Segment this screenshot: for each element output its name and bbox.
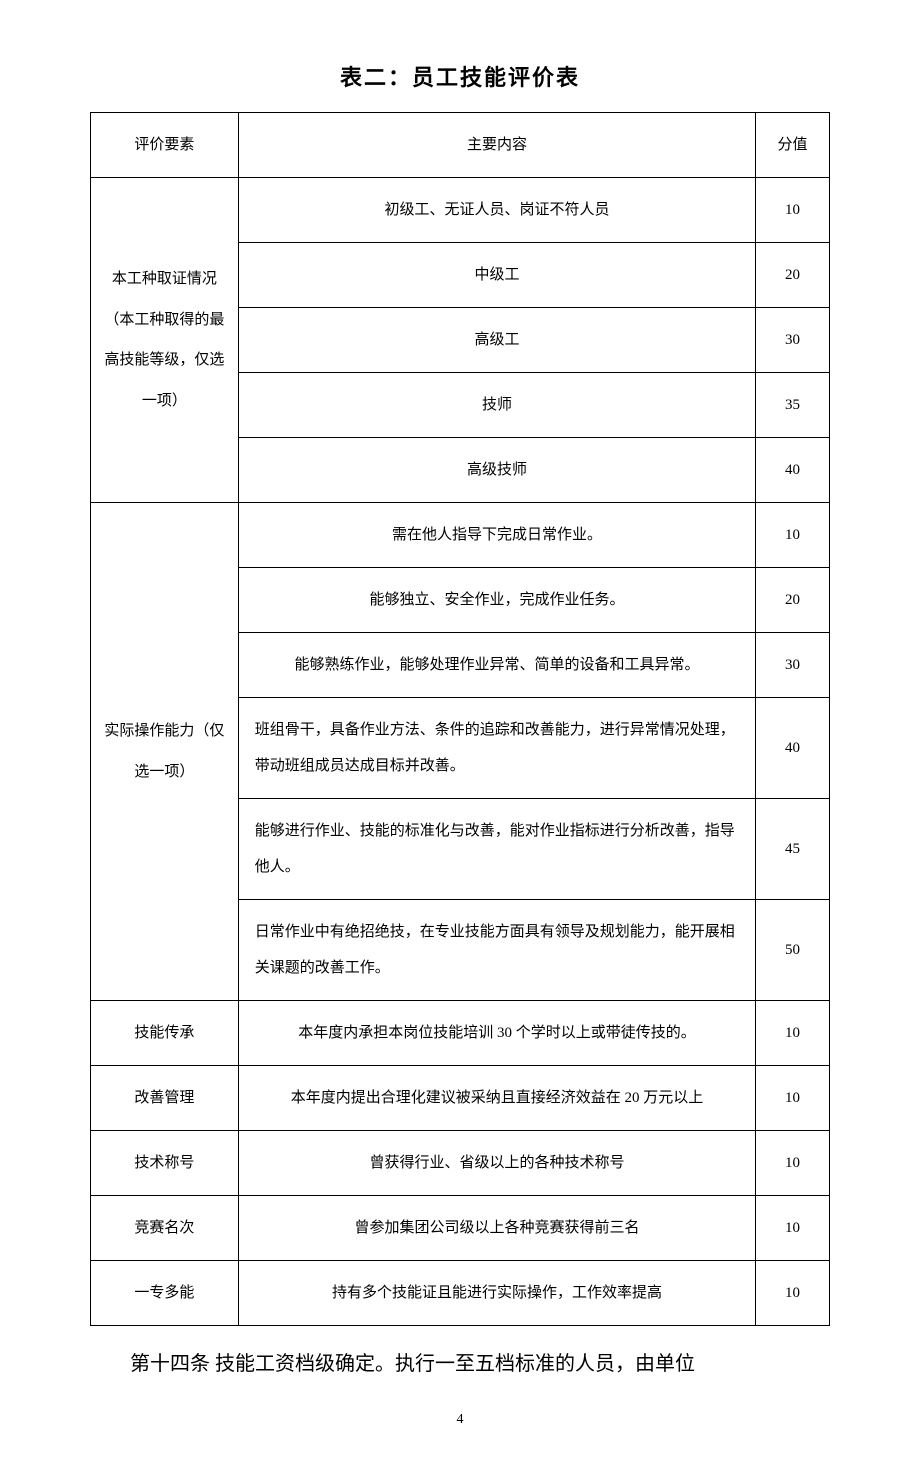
cell-content: 能够独立、安全作业，完成作业任务。 [238,568,755,633]
cell-content: 需在他人指导下完成日常作业。 [238,503,755,568]
cell-score: 30 [756,308,830,373]
cell-score: 40 [756,698,830,799]
row-label: 一专多能 [91,1261,239,1326]
cell-score: 10 [756,1196,830,1261]
cell-content: 曾获得行业、省级以上的各种技术称号 [238,1131,755,1196]
evaluation-table: 评价要素 主要内容 分值 本工种取证情况（本工种取得的最高技能等级，仅选一项） … [90,112,830,1326]
cell-score: 20 [756,243,830,308]
cell-content: 技师 [238,373,755,438]
cell-score: 30 [756,633,830,698]
cell-content: 本年度内承担本岗位技能培训 30 个学时以上或带徒传技的。 [238,1001,755,1066]
ability-label: 实际操作能力（仅选一项） [91,503,239,1001]
cell-score: 35 [756,373,830,438]
cell-score: 10 [756,178,830,243]
cell-score: 10 [756,503,830,568]
header-score: 分值 [756,113,830,178]
header-content: 主要内容 [238,113,755,178]
cell-content: 持有多个技能证且能进行实际操作，工作效率提高 [238,1261,755,1326]
cell-content: 初级工、无证人员、岗证不符人员 [238,178,755,243]
cell-score: 45 [756,799,830,900]
header-element: 评价要素 [91,113,239,178]
table-row: 本工种取证情况（本工种取得的最高技能等级，仅选一项） 初级工、无证人员、岗证不符… [91,178,830,243]
table-title: 表二：员工技能评价表 [90,60,830,92]
table-row: 改善管理 本年度内提出合理化建议被采纳且直接经济效益在 20 万元以上 10 [91,1066,830,1131]
page-number: 4 [90,1412,830,1428]
cell-score: 10 [756,1131,830,1196]
row-label: 竞赛名次 [91,1196,239,1261]
table-row: 技能传承 本年度内承担本岗位技能培训 30 个学时以上或带徒传技的。 10 [91,1001,830,1066]
cell-content: 高级工 [238,308,755,373]
table-header-row: 评价要素 主要内容 分值 [91,113,830,178]
cell-score: 50 [756,900,830,1001]
cell-content: 班组骨干，具备作业方法、条件的追踪和改善能力，进行异常情况处理，带动班组成员达成… [238,698,755,799]
table-row: 技术称号 曾获得行业、省级以上的各种技术称号 10 [91,1131,830,1196]
cell-content: 高级技师 [238,438,755,503]
row-label: 技术称号 [91,1131,239,1196]
cell-content: 中级工 [238,243,755,308]
article-text: 第十四条 技能工资档级确定。执行一至五档标准的人员，由单位 [90,1346,830,1382]
cell-score: 20 [756,568,830,633]
cell-score: 10 [756,1261,830,1326]
table-row: 一专多能 持有多个技能证且能进行实际操作，工作效率提高 10 [91,1261,830,1326]
cell-score: 10 [756,1066,830,1131]
cell-content: 日常作业中有绝招绝技，在专业技能方面具有领导及规划能力，能开展相关课题的改善工作… [238,900,755,1001]
cert-label: 本工种取证情况（本工种取得的最高技能等级，仅选一项） [91,178,239,503]
cell-content: 能够进行作业、技能的标准化与改善，能对作业指标进行分析改善，指导他人。 [238,799,755,900]
row-label: 技能传承 [91,1001,239,1066]
cell-content: 能够熟练作业，能够处理作业异常、简单的设备和工具异常。 [238,633,755,698]
row-label: 改善管理 [91,1066,239,1131]
table-row: 实际操作能力（仅选一项） 需在他人指导下完成日常作业。 10 [91,503,830,568]
cell-score: 10 [756,1001,830,1066]
cell-content: 本年度内提出合理化建议被采纳且直接经济效益在 20 万元以上 [238,1066,755,1131]
cell-score: 40 [756,438,830,503]
table-row: 竞赛名次 曾参加集团公司级以上各种竞赛获得前三名 10 [91,1196,830,1261]
cell-content: 曾参加集团公司级以上各种竞赛获得前三名 [238,1196,755,1261]
